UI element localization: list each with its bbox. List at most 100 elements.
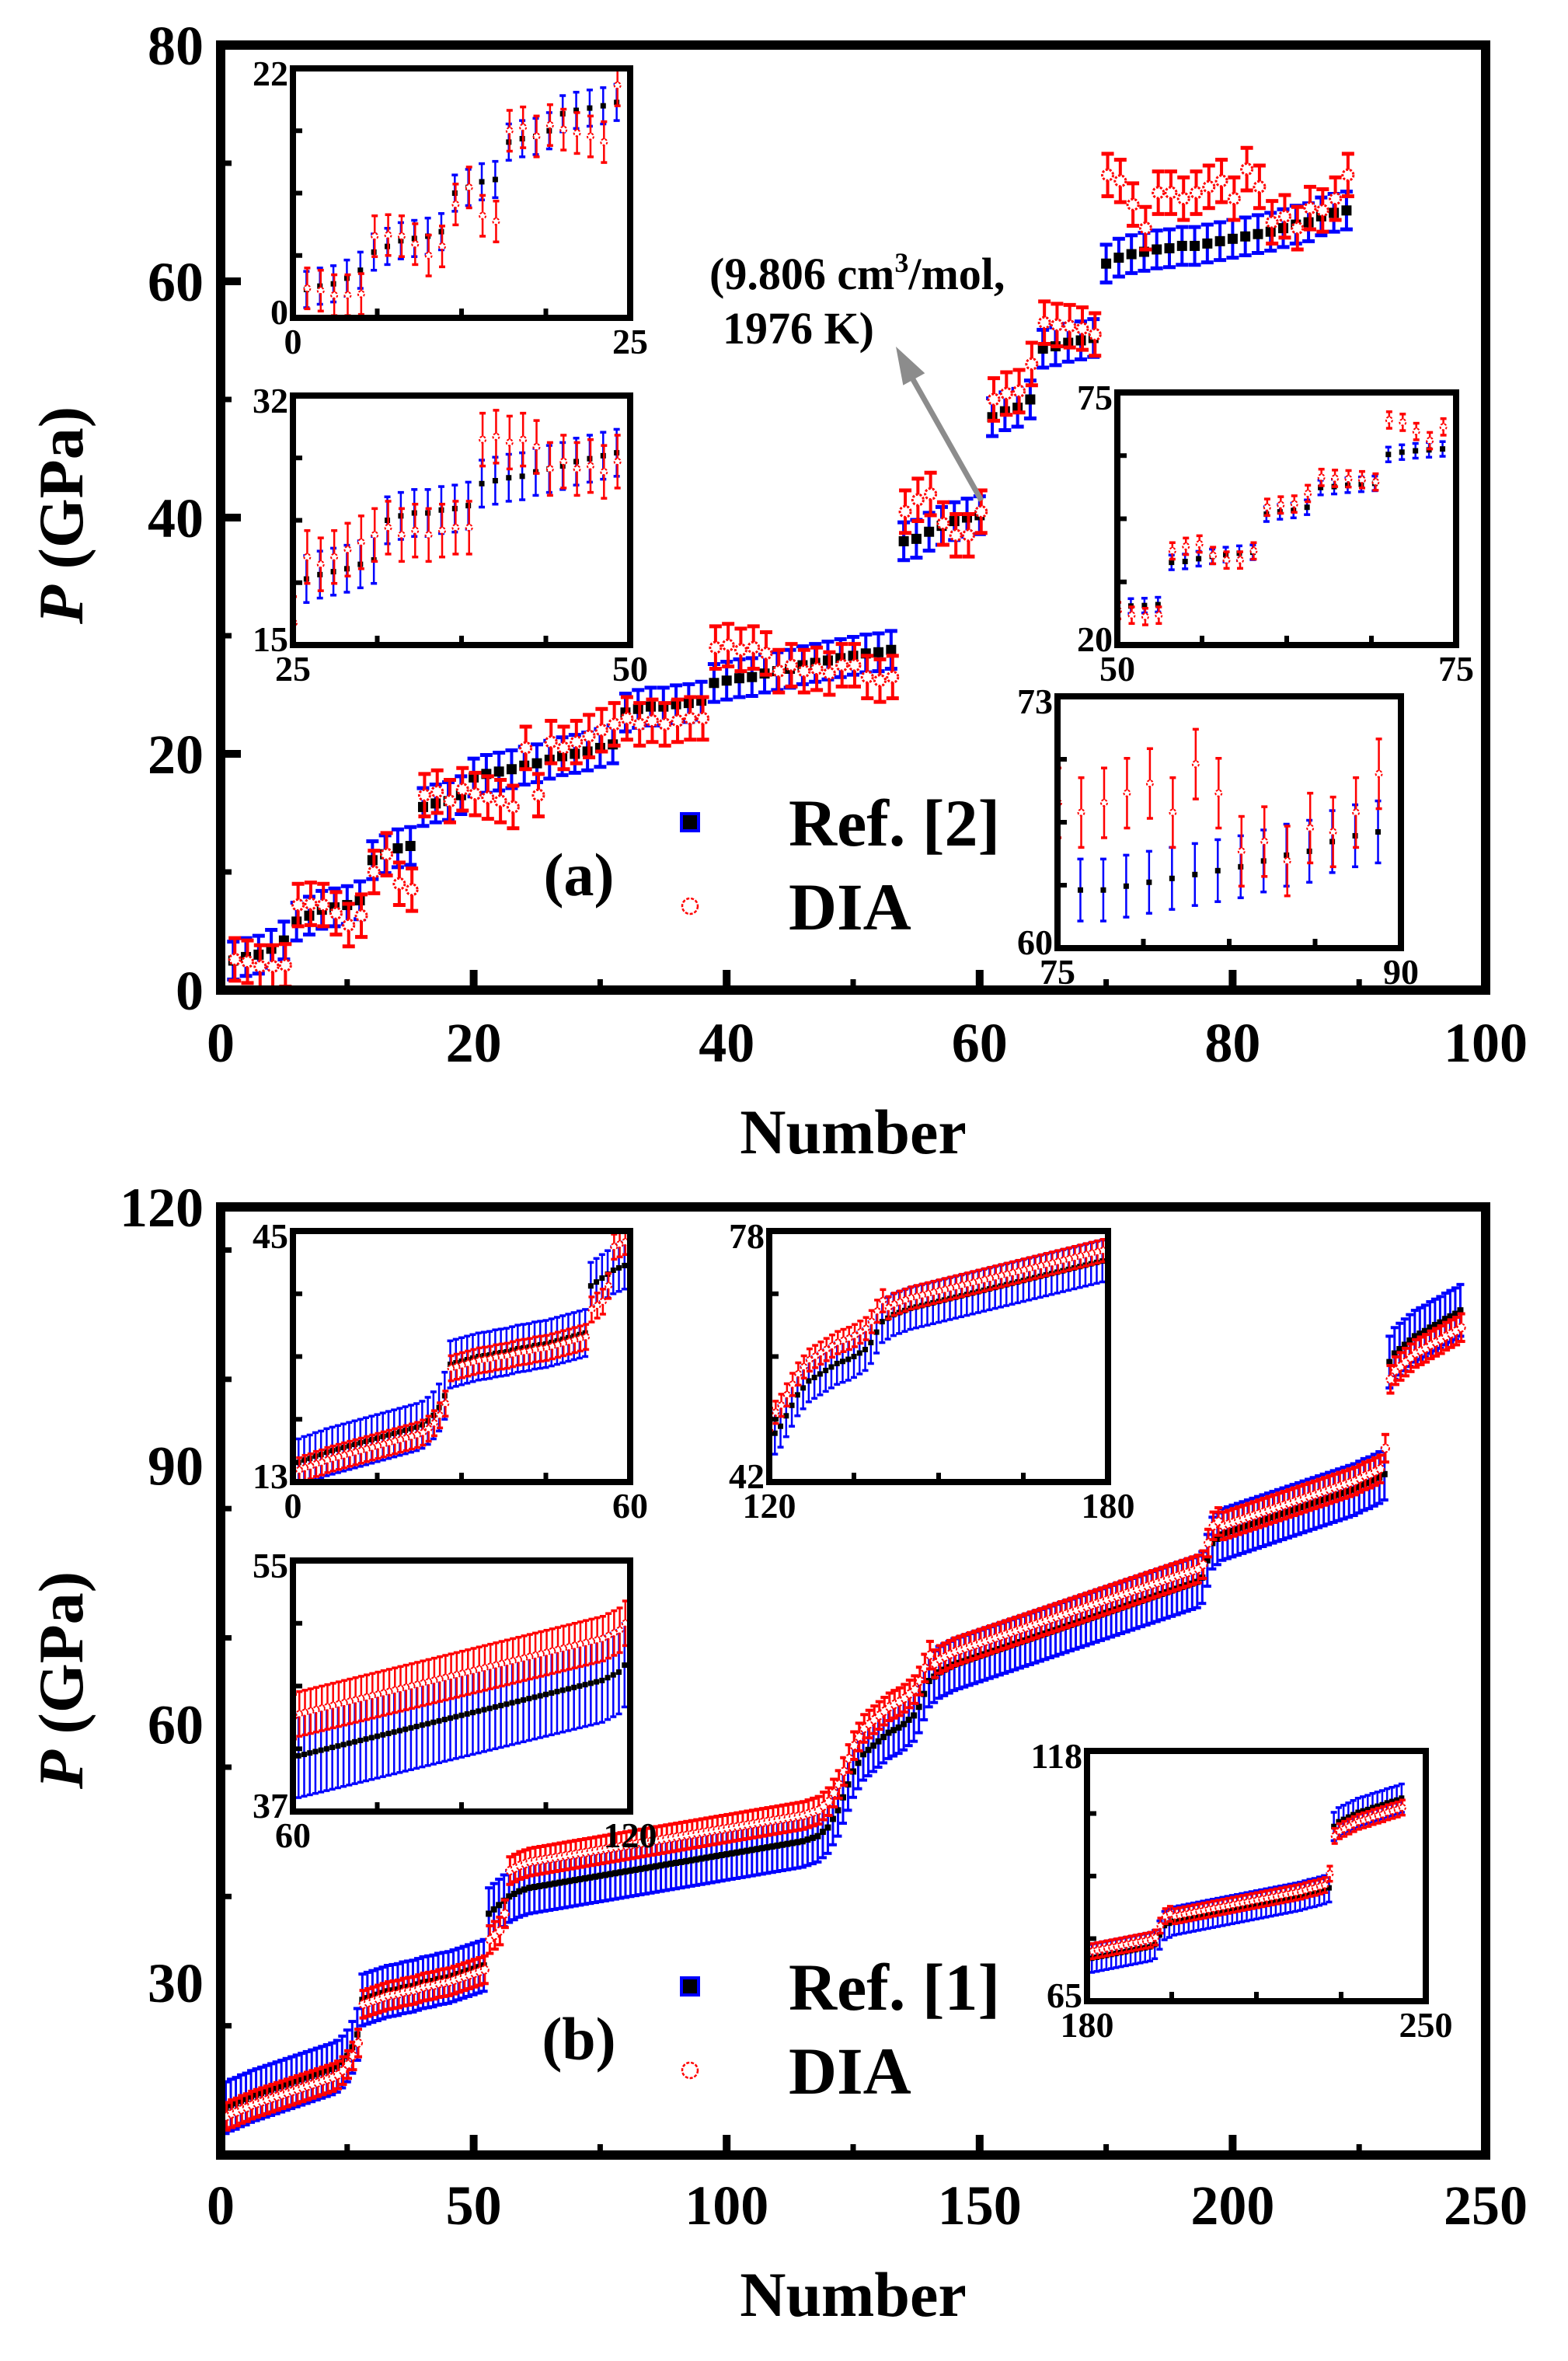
data-point xyxy=(864,1708,874,1740)
marker-circle xyxy=(854,1732,864,1742)
data-point xyxy=(1426,1329,1436,1361)
data-point xyxy=(1163,227,1176,270)
marker-circle xyxy=(1227,192,1241,206)
marker-square xyxy=(733,1849,740,1856)
panel-a-chart: 0 20 40 60 80 100 0 20 40 60 80 Number P (GPa) Ref. [… xyxy=(26,15,1528,1167)
marker-square xyxy=(794,1839,801,1846)
marker-square xyxy=(754,1846,761,1853)
marker-circle xyxy=(1168,546,1176,555)
marker-square xyxy=(1146,879,1152,885)
data-point xyxy=(1033,768,1039,838)
marker-circle xyxy=(451,523,460,532)
data-point xyxy=(1222,550,1231,570)
marker-square xyxy=(835,1807,841,1814)
marker-square xyxy=(607,1871,614,1878)
data-point xyxy=(1077,1593,1087,1624)
data-point xyxy=(1123,757,1131,830)
marker-square xyxy=(1457,1307,1464,1314)
marker-square xyxy=(865,1746,872,1753)
marker-square xyxy=(839,1794,846,1801)
data-point xyxy=(519,724,533,772)
data-point xyxy=(747,624,761,671)
marker-circle xyxy=(436,1411,444,1420)
data-point xyxy=(531,1335,540,1364)
marker-circle xyxy=(1290,500,1298,508)
legend-dia-marker-icon xyxy=(681,897,699,915)
marker-circle xyxy=(1385,1374,1396,1384)
data-point xyxy=(910,1674,920,1705)
marker-circle xyxy=(316,560,325,569)
marker-square xyxy=(1141,602,1148,609)
data-point xyxy=(1249,1500,1259,1531)
marker-square xyxy=(594,1279,600,1285)
marker-circle xyxy=(329,906,343,920)
data-point xyxy=(1214,838,1221,903)
data-point xyxy=(779,1803,789,1835)
annotation-arrow-shaft xyxy=(904,367,984,502)
marker-square xyxy=(622,1262,628,1268)
marker-square xyxy=(1413,448,1419,454)
marker-circle xyxy=(330,553,339,561)
data-point xyxy=(1127,1575,1138,1607)
marker-circle xyxy=(318,1458,326,1466)
marker-square xyxy=(536,1882,543,1889)
marker-circle xyxy=(354,908,368,922)
marker-square xyxy=(1318,484,1324,490)
marker-square xyxy=(647,1864,654,1871)
data-point xyxy=(316,536,325,592)
data-point xyxy=(451,183,460,227)
data-point xyxy=(464,1349,472,1378)
data-point xyxy=(544,718,558,765)
data-point xyxy=(641,59,647,100)
marker-square xyxy=(860,1751,867,1758)
data-point xyxy=(976,1627,985,1658)
data-point xyxy=(479,194,487,238)
data-point xyxy=(1390,1355,1400,1386)
marker-circle xyxy=(860,670,874,684)
marker-circle xyxy=(405,883,419,897)
marker-circle xyxy=(455,783,469,797)
marker-square xyxy=(492,176,498,183)
inset-x-label-min: 75 xyxy=(1040,952,1075,992)
marker-square xyxy=(392,843,403,854)
marker-circle xyxy=(357,290,365,298)
marker-circle xyxy=(424,531,433,539)
marker-square xyxy=(597,1872,604,1879)
marker-circle xyxy=(1214,789,1223,797)
data-point xyxy=(384,500,392,556)
annotation-arrow-head-icon xyxy=(896,347,925,385)
data-point xyxy=(505,748,518,790)
data-point xyxy=(600,86,607,126)
marker-square xyxy=(1431,1321,1438,1328)
data-point xyxy=(683,695,697,742)
data-point xyxy=(227,2098,237,2129)
x-tick-label: 0 xyxy=(207,2174,235,2237)
marker-circle xyxy=(1277,500,1285,509)
marker-circle xyxy=(316,286,325,295)
data-point xyxy=(1164,169,1178,216)
data-point xyxy=(822,650,836,697)
data-point xyxy=(869,1704,880,1735)
data-point xyxy=(493,777,507,825)
marker-circle xyxy=(413,1431,422,1439)
data-point xyxy=(1399,413,1407,432)
marker-square xyxy=(895,1724,902,1731)
marker-circle xyxy=(1169,808,1177,817)
marker-square xyxy=(627,1868,634,1874)
inset-series-dia xyxy=(1117,410,1456,626)
y-tick-label: 30 xyxy=(148,1952,204,2014)
marker-circle xyxy=(1315,204,1329,218)
marker-circle xyxy=(1202,180,1216,194)
data-point xyxy=(346,1439,354,1468)
data-point xyxy=(411,502,420,559)
data-point xyxy=(443,777,457,825)
marker-circle xyxy=(316,898,330,912)
marker-circle xyxy=(443,794,457,808)
data-point xyxy=(1183,1557,1193,1588)
marker-circle xyxy=(266,960,280,974)
marker-square xyxy=(1164,242,1175,253)
marker-square xyxy=(1386,1358,1393,1365)
annotation: (9.806 cm3/mol,1976 K) xyxy=(709,247,1005,502)
marker-circle xyxy=(465,523,473,532)
marker-square xyxy=(880,1734,887,1741)
